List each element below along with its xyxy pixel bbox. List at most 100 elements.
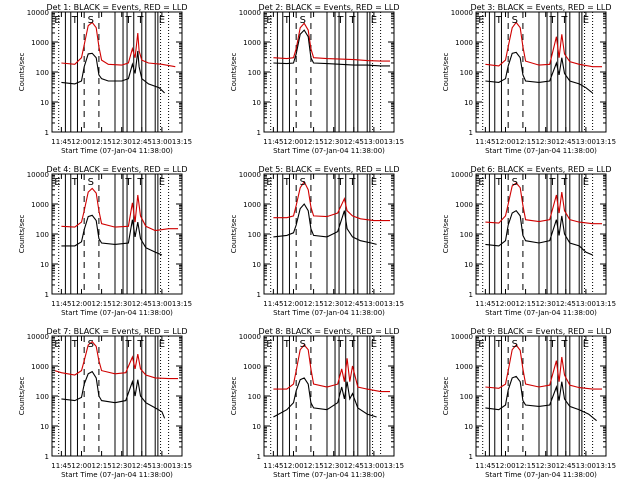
lld-series-line	[61, 187, 178, 232]
interval-letter: T	[348, 177, 356, 188]
events-series-line	[61, 370, 166, 419]
interval-letter: T	[560, 339, 568, 350]
interval-letter: T	[71, 177, 79, 188]
x-tick-label: 11:45	[475, 300, 495, 308]
interval-letter: E	[371, 339, 377, 350]
events-series-line	[61, 50, 165, 94]
x-axis-label: Start Time (07-Jan-04 11:38:00)	[485, 309, 597, 317]
y-tick-label: 10	[464, 261, 473, 269]
interval-letter: T	[560, 177, 568, 188]
x-tick-label: 13:15	[596, 300, 616, 308]
events-series-line	[485, 51, 593, 94]
y-tick-label: 100	[248, 231, 261, 239]
x-tick-label: 12:45	[556, 138, 576, 146]
y-tick-label: 1	[469, 453, 473, 461]
interval-letter: T	[348, 15, 356, 26]
y-axis-label: Counts/sec	[18, 53, 26, 92]
x-tick-label: 12:30	[536, 462, 556, 470]
interval-letter: T	[336, 177, 344, 188]
x-tick-label: 13:00	[364, 138, 384, 146]
y-tick-label: 10	[40, 261, 49, 269]
interval-letter: E	[583, 177, 589, 188]
interval-letter: E	[159, 177, 165, 188]
interval-letter: E	[583, 15, 589, 26]
y-tick-label: 1000	[31, 39, 49, 47]
interval-letter: T	[348, 339, 356, 350]
interval-letter: E	[54, 177, 60, 188]
x-tick-label: 12:30	[112, 138, 132, 146]
interval-letter: E	[583, 339, 589, 350]
y-axis-label: Counts/sec	[230, 53, 238, 92]
interval-letter: S	[88, 339, 94, 350]
x-tick-label: 12:00	[71, 300, 91, 308]
events-series-line	[273, 29, 390, 67]
interval-letter: T	[71, 339, 79, 350]
x-tick-label: 13:00	[152, 300, 172, 308]
y-tick-label: 10000	[239, 333, 261, 341]
interval-letter: T	[136, 339, 144, 350]
x-tick-label: 13:15	[384, 138, 404, 146]
x-axis-label: Start Time (07-Jan-04 11:38:00)	[273, 147, 385, 155]
y-tick-label: 1	[45, 291, 49, 299]
interval-letter: T	[495, 339, 503, 350]
x-axis-label: Start Time (07-Jan-04 11:38:00)	[61, 147, 173, 155]
y-tick-label: 100	[460, 231, 473, 239]
interval-letter: E	[478, 339, 484, 350]
y-tick-label: 10000	[451, 9, 473, 17]
interval-letter: E	[266, 15, 272, 26]
x-tick-label: 13:00	[152, 462, 172, 470]
lld-series-line	[485, 21, 602, 68]
x-axis-label: Start Time (07-Jan-04 11:38:00)	[61, 471, 173, 479]
y-tick-label: 10	[252, 99, 261, 107]
x-tick-label: 12:45	[556, 300, 576, 308]
x-axis-label: Start Time (07-Jan-04 11:38:00)	[485, 471, 597, 479]
interval-letter: T	[124, 177, 132, 188]
x-tick-label: 11:45	[51, 300, 71, 308]
interval-letter: E	[371, 177, 377, 188]
lld-series-line	[485, 344, 602, 390]
x-tick-label: 12:15	[515, 300, 535, 308]
panel-title: Det 9: BLACK = Events, RED = LLD	[471, 327, 612, 336]
y-tick-label: 100	[36, 69, 49, 77]
y-tick-label: 10000	[239, 171, 261, 179]
interval-letter: E	[478, 177, 484, 188]
interval-letter: E	[159, 339, 165, 350]
lld-series-line	[273, 22, 390, 62]
x-tick-label: 12:30	[112, 462, 132, 470]
y-tick-label: 1	[469, 291, 473, 299]
x-tick-label: 12:15	[303, 462, 323, 470]
panel-title: Det 8: BLACK = Events, RED = LLD	[259, 327, 400, 336]
x-tick-label: 13:15	[172, 300, 192, 308]
panel-title: Det 4: BLACK = Events, RED = LLD	[47, 165, 188, 174]
interval-letter: T	[136, 177, 144, 188]
y-tick-label: 10000	[451, 333, 473, 341]
x-axis-label: Start Time (07-Jan-04 11:38:00)	[485, 147, 597, 155]
interval-letter: T	[495, 15, 503, 26]
x-tick-label: 13:15	[596, 462, 616, 470]
x-tick-label: 12:00	[495, 138, 515, 146]
interval-letter: T	[283, 177, 291, 188]
interval-letter: T	[124, 15, 132, 26]
y-tick-label: 10000	[451, 171, 473, 179]
y-tick-label: 10000	[27, 9, 49, 17]
events-series-line	[485, 209, 593, 256]
y-tick-label: 10	[464, 423, 473, 431]
x-tick-label: 13:15	[384, 300, 404, 308]
interval-letter: S	[512, 177, 518, 188]
panel-title: Det 6: BLACK = Events, RED = LLD	[471, 165, 612, 174]
interval-letter: T	[548, 15, 556, 26]
lld-series-line	[273, 344, 390, 393]
interval-letter: T	[548, 177, 556, 188]
interval-letter: T	[71, 15, 79, 26]
y-tick-label: 1000	[455, 201, 473, 209]
x-tick-label: 12:30	[112, 300, 132, 308]
interval-letter: T	[560, 15, 568, 26]
interval-letter: T	[136, 15, 144, 26]
x-tick-label: 13:00	[576, 138, 596, 146]
x-tick-label: 12:15	[303, 300, 323, 308]
y-axis-label: Counts/sec	[442, 53, 450, 92]
